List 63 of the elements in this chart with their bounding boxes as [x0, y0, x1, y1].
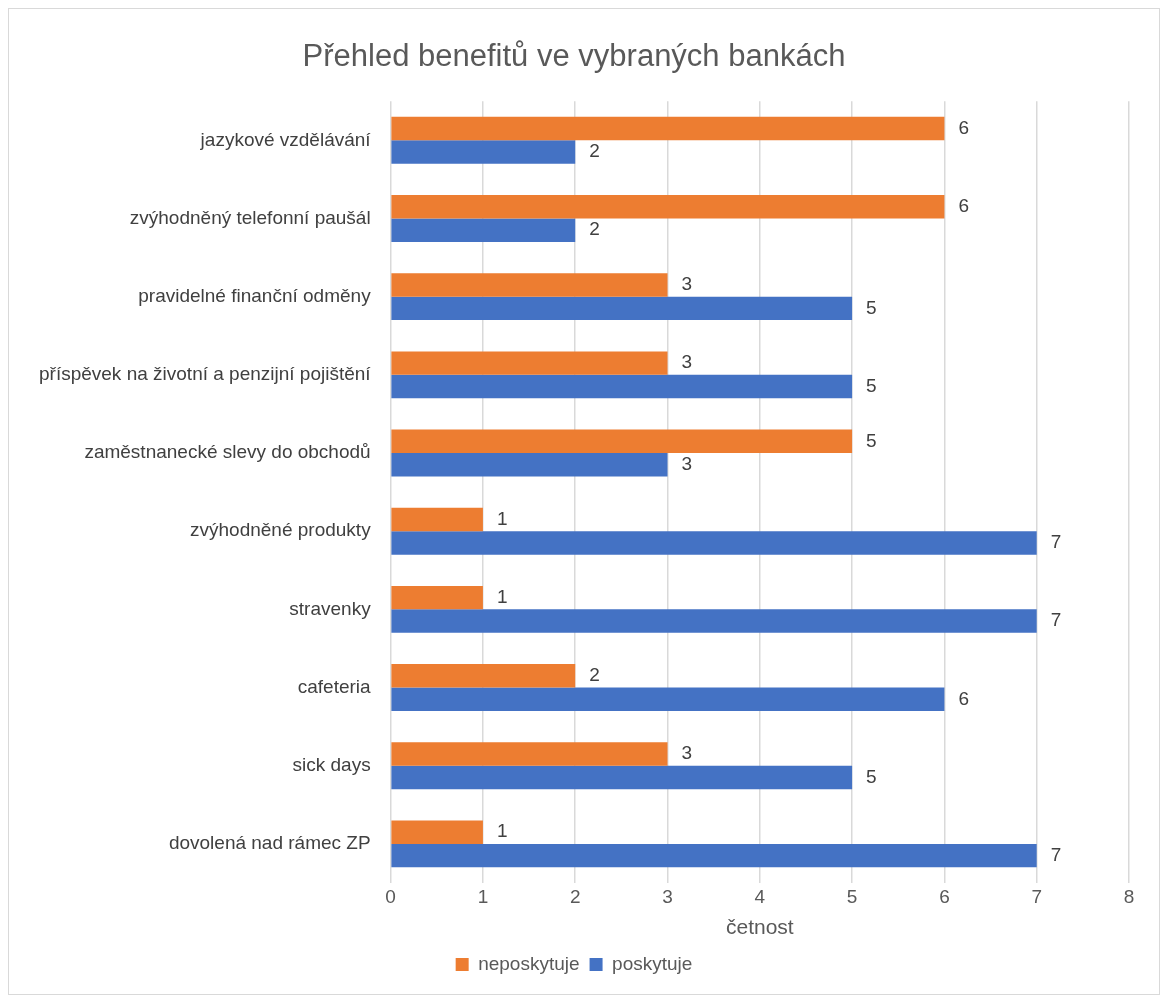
- data-label: 5: [866, 765, 877, 787]
- x-tick-label: 2: [569, 885, 581, 907]
- bar: [391, 273, 668, 297]
- y-tick-label: dovolená nad rámec ZP: [168, 832, 371, 854]
- bar: [391, 351, 668, 375]
- bar: [391, 820, 483, 844]
- y-tick-label: jazykové vzdělávání: [199, 128, 372, 150]
- bar: [391, 585, 483, 610]
- x-tick-label: 4: [754, 885, 766, 907]
- data-label: 3: [681, 452, 693, 474]
- data-label: 3: [681, 742, 693, 764]
- data-label: 6: [958, 194, 969, 216]
- x-tick-label: 3: [662, 885, 673, 907]
- data-label: 1: [496, 507, 508, 529]
- x-tick-label: 0: [385, 885, 396, 907]
- x-tick-label: 5: [846, 885, 858, 907]
- y-tick-label: sick days: [292, 753, 371, 775]
- bar: [391, 195, 945, 219]
- bar: [391, 429, 853, 454]
- bar: [391, 742, 668, 766]
- chart-title: Přehled benefitů ve vybraných bankách: [302, 38, 846, 74]
- bar: [391, 116, 945, 141]
- bar: [391, 374, 853, 399]
- legend-label: neposkytuje: [478, 952, 580, 974]
- bar: [391, 609, 1037, 633]
- y-tick-label: stravenky: [289, 597, 372, 619]
- x-tick-label: 7: [1031, 885, 1042, 907]
- y-tick-label: cafeteria: [297, 675, 372, 697]
- bar: [391, 664, 576, 688]
- data-label: 1: [496, 585, 508, 607]
- legend-label: poskytuje: [612, 952, 693, 974]
- bar: [391, 531, 1037, 555]
- data-label: 5: [866, 374, 877, 396]
- bar: [391, 453, 668, 477]
- data-label: 3: [681, 273, 693, 295]
- data-label: 6: [958, 687, 969, 709]
- data-label: 6: [958, 116, 969, 138]
- y-tick-label: zvýhodněné produkty: [190, 519, 372, 541]
- bar: [391, 507, 483, 532]
- data-label: 2: [589, 664, 600, 686]
- data-label: 5: [866, 296, 877, 318]
- y-tick-label: pravidelné finanční odměny: [138, 284, 372, 306]
- x-axis-title: četnost: [725, 915, 794, 939]
- data-label: 3: [681, 351, 693, 373]
- y-tick-label: zvýhodněný telefonní paušál: [129, 206, 371, 228]
- data-label: 5: [866, 429, 877, 451]
- data-label: 2: [589, 218, 600, 240]
- y-tick-label: zaměstnanecké slevy do obchodů: [84, 441, 371, 463]
- bar: [391, 843, 1037, 868]
- bar: [391, 687, 945, 711]
- bar: [391, 218, 576, 242]
- data-label: 7: [1050, 843, 1062, 865]
- bar: [391, 296, 853, 321]
- y-tick-label: příspěvek na životní a penzijní pojištění: [39, 363, 372, 385]
- data-label: 1: [496, 820, 508, 842]
- data-label: 2: [589, 140, 600, 162]
- bar: [391, 140, 576, 164]
- x-tick-label: 1: [477, 885, 489, 907]
- bar: [391, 765, 853, 790]
- data-label: 7: [1050, 531, 1062, 553]
- data-label: 7: [1050, 609, 1062, 631]
- x-tick-label: 8: [1123, 885, 1135, 907]
- x-tick-label: 6: [939, 885, 950, 907]
